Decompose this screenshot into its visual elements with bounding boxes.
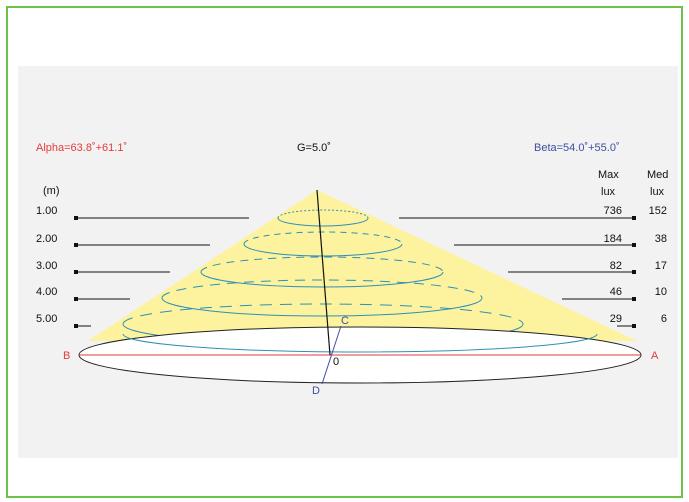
max-header-2: lux [601,186,616,198]
ring-1-upper [277,209,369,219]
ring-3-lower [200,271,444,288]
origin-label: 0 [333,356,339,368]
row-max: 29 [610,313,622,325]
med-header-1: Med [647,169,668,181]
row-distance: 4.00 [36,286,57,298]
ground-front-ring [122,333,598,353]
row-distance: 5.00 [36,313,57,325]
ring-4-upper [161,279,483,299]
ring-2-upper [243,231,403,245]
right-tick-dots [632,216,636,328]
ring-2-lower [243,243,403,257]
right-distance-ticks [399,217,634,327]
gamma-label: G=5.0˚ [297,142,331,154]
beam-axis [316,189,331,356]
left-distance-ticks [76,217,249,327]
row-max: 736 [604,205,622,217]
point-c-label: C [341,315,349,327]
row-med: 10 [655,286,667,298]
med-header-2: lux [650,186,665,198]
max-header-1: Max [598,169,619,181]
ring-5-upper [122,303,524,325]
row-med: 6 [661,313,667,325]
point-a-label: A [651,350,659,362]
alpha-label: Alpha=63.8˚+61.1˚ [36,142,127,154]
row-max: 82 [610,260,622,272]
row-distance: 1.00 [36,205,57,217]
row-distance: 2.00 [36,233,57,245]
distance-unit-label: (m) [43,185,60,197]
ring-3-upper [200,256,444,273]
point-d-label: D [312,385,320,397]
left-tick-dots [74,216,78,328]
row-med: 152 [649,205,667,217]
axis-cd [321,325,342,385]
row-distance: 3.00 [36,260,57,272]
row-med: 38 [655,233,667,245]
row-max: 46 [610,286,622,298]
ring-1-lower [277,217,369,227]
point-b-label: B [63,350,70,362]
light-cone [88,190,637,341]
beta-label: Beta=54.0˚+55.0˚ [534,142,620,154]
row-max: 184 [604,233,622,245]
row-med: 17 [655,260,667,272]
ring-4-lower [161,297,483,317]
